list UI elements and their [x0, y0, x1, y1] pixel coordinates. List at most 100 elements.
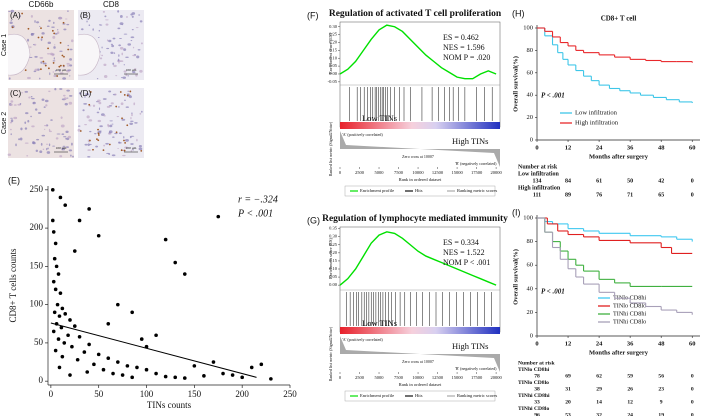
cell	[99, 57, 103, 60]
risk-row-label: TINhi CD8lo	[518, 406, 549, 412]
cell	[113, 52, 116, 55]
x-tick-label: 20000	[490, 170, 502, 175]
cell	[124, 139, 129, 142]
point	[116, 302, 120, 307]
cell	[30, 115, 32, 118]
cell	[83, 103, 88, 105]
risk-count: 33	[534, 399, 540, 405]
risk-count: 26	[627, 386, 633, 392]
cell	[110, 51, 114, 54]
stained-cell	[140, 149, 143, 152]
cell	[62, 145, 66, 147]
cell	[37, 111, 42, 114]
point	[66, 333, 70, 338]
cell	[63, 136, 67, 138]
stat-label: NOM P < .001	[443, 258, 490, 267]
cell	[39, 25, 41, 27]
cell	[131, 29, 134, 31]
y-tick-label: 100	[523, 214, 533, 221]
y-tick-label: 0.00	[329, 282, 338, 287]
cell	[114, 93, 117, 96]
cell	[24, 142, 29, 144]
stained-cell	[59, 64, 62, 67]
cell	[84, 95, 86, 98]
stained-cell	[97, 128, 99, 131]
cell	[10, 100, 14, 103]
y-axis-label: Overall survival(%)	[512, 56, 519, 112]
cell	[124, 146, 129, 149]
stained-cell	[58, 65, 61, 68]
stained-cell	[123, 139, 125, 142]
cell	[34, 19, 36, 23]
x-tick-label: 200	[235, 389, 249, 399]
micrograph	[78, 88, 144, 158]
y-tick-label: 0.10	[329, 266, 338, 271]
risk-count: 14	[596, 399, 602, 405]
cell	[106, 39, 109, 42]
metric-area	[340, 131, 500, 167]
cell	[56, 133, 61, 135]
cell	[117, 58, 120, 62]
point	[240, 375, 244, 380]
cell	[36, 138, 40, 141]
annotation: P < .001	[237, 208, 273, 219]
cell	[36, 21, 40, 24]
y-axis-label: Overall survival(%)	[512, 249, 519, 305]
point	[52, 310, 57, 315]
cell	[34, 68, 38, 72]
cell	[10, 117, 13, 119]
point	[52, 256, 57, 261]
point	[111, 371, 115, 376]
cell	[24, 121, 27, 125]
y-tick-label: 100	[523, 24, 533, 31]
cell	[42, 62, 47, 65]
cell	[137, 49, 141, 51]
cell	[13, 116, 18, 120]
point	[68, 318, 72, 322]
cell	[106, 47, 110, 50]
cell	[87, 155, 91, 158]
y-tick-label: 60	[527, 262, 534, 269]
cell	[106, 152, 110, 154]
cell	[69, 64, 73, 67]
cell	[80, 16, 82, 18]
stained-cell	[21, 12, 24, 15]
cell	[107, 132, 112, 135]
risk-count: 42	[658, 178, 664, 184]
cell	[98, 101, 102, 105]
stained-cell	[52, 62, 55, 64]
risk-title: Number at risk	[518, 164, 558, 170]
cell	[41, 134, 46, 137]
cell	[100, 113, 105, 116]
pos-label: 'A' (positively correlated)	[342, 132, 383, 137]
cell	[107, 123, 109, 127]
vessel	[7, 33, 31, 76]
risk-count: 0	[691, 373, 694, 379]
p-label: P < .001	[541, 288, 565, 296]
cell	[131, 112, 133, 114]
cell	[135, 27, 139, 29]
stained-cell	[119, 91, 122, 93]
point	[77, 218, 82, 223]
cell	[26, 155, 29, 157]
cell	[40, 38, 43, 42]
risk-count: 32	[596, 412, 602, 416]
y-tick-label: 80	[527, 238, 534, 245]
cell	[132, 71, 136, 74]
cell	[61, 133, 65, 135]
cell	[66, 23, 70, 26]
cell	[39, 150, 43, 154]
cell	[67, 64, 69, 67]
y-tick-label: 0.35	[329, 226, 338, 231]
stained-cell	[62, 21, 65, 24]
cell	[66, 97, 69, 99]
risk-count: 134	[533, 178, 542, 184]
point	[58, 291, 63, 295]
stained-cell	[96, 138, 98, 141]
cell	[20, 127, 23, 131]
point	[51, 230, 56, 234]
point	[58, 195, 63, 200]
cell	[50, 119, 53, 121]
cell	[10, 19, 13, 21]
cell	[131, 15, 134, 18]
